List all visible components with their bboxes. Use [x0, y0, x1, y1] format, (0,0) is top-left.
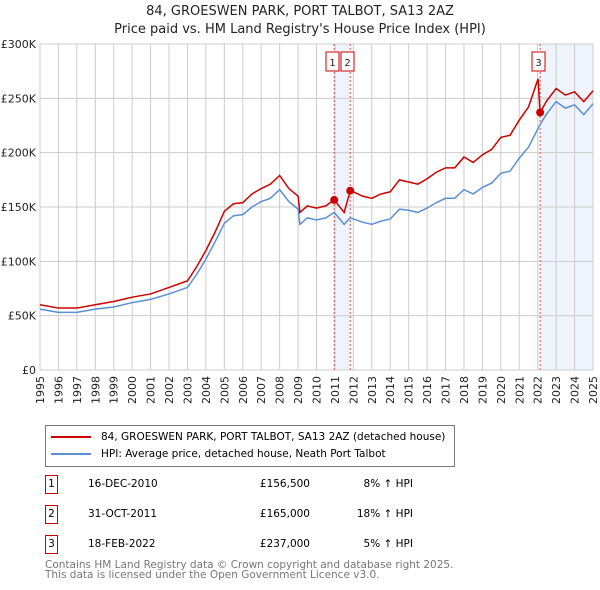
legend-red-line — [51, 436, 91, 438]
sale-label: 3 — [535, 58, 541, 69]
x-tick-label: 2015 — [403, 376, 416, 404]
x-tick-label: 2010 — [311, 376, 324, 404]
x-tick-label: 2005 — [218, 376, 231, 404]
transaction-badge: 1 — [45, 475, 58, 494]
x-tick-label: 2017 — [440, 376, 453, 404]
x-tick-label: 2023 — [550, 376, 563, 404]
footer: Contains HM Land Registry data © Crown c… — [45, 559, 454, 581]
legend-label-hpi: HPI: Average price, detached house, Neat… — [101, 448, 386, 460]
x-tick-label: 2011 — [329, 376, 342, 404]
price-chart: 1995 1996 1997 1998 1999 2000 2001 2002 2003 2004… — [1, 38, 600, 404]
transaction-hpi: 8% ↑ HPI — [363, 478, 413, 490]
x-tick-label: 1999 — [108, 376, 121, 404]
x-tick-label: 1996 — [52, 376, 65, 404]
x-tick-label: 2001 — [145, 376, 158, 404]
sale-point — [330, 195, 339, 204]
sale-label: 2 — [344, 58, 350, 69]
legend-blue-line — [51, 453, 91, 455]
x-tick-label: 2009 — [292, 376, 305, 404]
chart-title: 84, GROESWEN PARK, PORT TALBOT, SA13 2AZ — [146, 4, 454, 19]
x-tick-label: 2014 — [384, 376, 397, 404]
x-tick-label: 2024 — [569, 376, 582, 404]
x-tick-label: 2002 — [163, 376, 176, 404]
x-tick-label: 2019 — [476, 376, 489, 404]
sale-label-box — [340, 51, 355, 72]
transaction-price: £165,000 — [259, 508, 310, 520]
footer-line-2: This data is licensed under the Open Gov… — [45, 569, 380, 581]
sale-point — [346, 186, 355, 195]
x-tick-label: 2021 — [513, 376, 526, 404]
y-tick-label: £300K — [1, 38, 37, 51]
transaction-price: £156,500 — [259, 478, 310, 490]
transaction-row: 3 18-FEB-2022 £237,000 5% ↑ HPI — [45, 535, 445, 555]
x-tick-label: 2007 — [255, 376, 268, 404]
y-tick-label: £50K — [8, 310, 37, 323]
transaction-row: 2 31-OCT-2011 £165,000 18% ↑ HPI — [45, 505, 445, 525]
transaction-date: 31-OCT-2011 — [88, 508, 157, 520]
x-tick-label: 2012 — [347, 376, 360, 404]
x-tick-label: 2018 — [458, 376, 471, 404]
footer-line-1: Contains HM Land Registry data © Crown c… — [45, 559, 454, 571]
sale-point — [536, 108, 545, 117]
y-tick-label: £200K — [1, 147, 37, 160]
transaction-badge: 3 — [45, 535, 58, 554]
transaction-date: 18-FEB-2022 — [88, 538, 156, 550]
x-tick-label: 1997 — [71, 376, 84, 404]
x-tick-label: 2013 — [366, 376, 379, 404]
transaction-row: 1 16-DEC-2010 £156,500 8% ↑ HPI — [45, 475, 445, 495]
sale-label: 1 — [329, 58, 335, 69]
x-tick-label: 1995 — [34, 376, 47, 404]
sale-label-box — [325, 51, 340, 72]
x-tick-label: 2004 — [200, 376, 213, 404]
transaction-hpi: 5% ↑ HPI — [363, 538, 413, 550]
x-tick-label: 2016 — [421, 376, 434, 404]
x-tick-label: 2000 — [126, 376, 139, 404]
transaction-badge: 2 — [45, 505, 58, 524]
x-tick-label: 2006 — [237, 376, 250, 404]
legend: 84, GROESWEN PARK, PORT TALBOT, SA13 2AZ… — [45, 425, 455, 467]
x-tick-label: 2020 — [495, 376, 508, 404]
transaction-price: £237,000 — [259, 538, 310, 550]
x-tick-label: 2008 — [274, 376, 287, 404]
y-tick-label: £0 — [22, 364, 36, 377]
y-tick-label: £100K — [1, 255, 37, 268]
x-tick-label: 1998 — [89, 376, 102, 404]
chart-subtitle: Price paid vs. HM Land Registry's House … — [114, 22, 486, 37]
y-tick-label: £150K — [1, 201, 37, 214]
y-tick-label: £250K — [1, 92, 37, 105]
legend-label-property: 84, GROESWEN PARK, PORT TALBOT, SA13 2AZ… — [101, 431, 446, 443]
x-tick-label: 2022 — [532, 376, 545, 404]
sale-label-box — [531, 51, 546, 72]
x-tick-label: 2025 — [587, 376, 600, 404]
x-tick-label: 2003 — [181, 376, 194, 404]
transaction-hpi: 18% ↑ HPI — [356, 508, 413, 520]
transaction-date: 16-DEC-2010 — [88, 478, 158, 490]
hpi-line — [39, 100, 594, 314]
